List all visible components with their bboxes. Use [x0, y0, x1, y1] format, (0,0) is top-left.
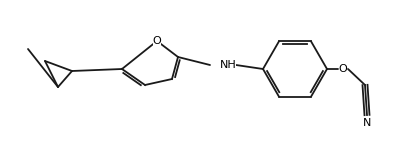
- Text: O: O: [339, 64, 347, 74]
- Text: NH: NH: [220, 60, 236, 70]
- Text: O: O: [153, 36, 161, 46]
- Text: N: N: [363, 118, 371, 128]
